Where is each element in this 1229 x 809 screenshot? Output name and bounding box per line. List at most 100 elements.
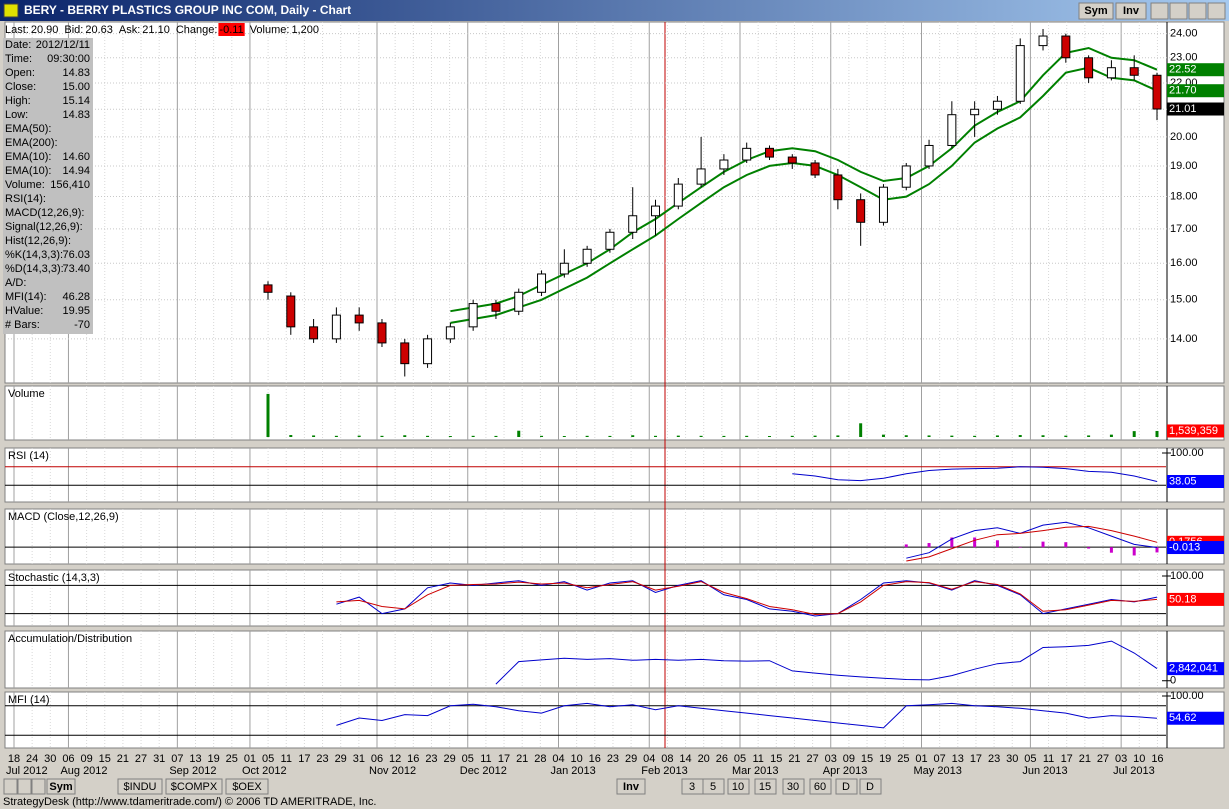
day-label: 01 — [915, 753, 927, 765]
bar — [631, 435, 635, 437]
quote-value: -0.11 — [219, 24, 243, 36]
bar — [266, 393, 270, 437]
nav-button[interactable] — [3, 778, 18, 795]
day-label: 18 — [8, 753, 20, 765]
symbol-tab[interactable] — [165, 778, 223, 795]
close-button[interactable] — [1207, 2, 1226, 20]
restore-button[interactable] — [1150, 2, 1169, 20]
candle-body — [764, 147, 774, 158]
symbol-tab-label[interactable]: $INDU — [123, 781, 156, 793]
symbol-tab[interactable] — [46, 778, 76, 795]
y-tick-label: 100.00 — [1170, 447, 1204, 459]
day-label: 29 — [625, 753, 637, 765]
maximize-button[interactable] — [1188, 2, 1207, 20]
inv-tab-label[interactable]: Inv — [623, 781, 640, 793]
day-label: 27 — [806, 753, 818, 765]
month-label: Apr 2013 — [823, 765, 868, 777]
interval-tab-label[interactable]: 30 — [787, 781, 799, 793]
inv-button-label[interactable]: Inv — [1123, 5, 1140, 17]
symbol-tab-label[interactable]: $COMPX — [171, 781, 218, 793]
month-label: Jul 2013 — [1113, 765, 1155, 777]
interval-tab[interactable] — [859, 778, 882, 795]
value-box — [1167, 662, 1224, 676]
day-label: 16 — [407, 753, 419, 765]
bar — [380, 435, 384, 437]
y-tick-label: 100.00 — [1170, 690, 1204, 702]
candle-body — [1152, 74, 1162, 110]
symbol-tab[interactable] — [225, 778, 269, 795]
bar — [813, 435, 817, 437]
nav-button[interactable] — [31, 778, 46, 795]
day-label: 31 — [153, 753, 165, 765]
day-label: 16 — [589, 753, 601, 765]
month-label: Jul 2012 — [6, 765, 48, 777]
info-label: RSI(14): — [5, 193, 46, 205]
interval-tab[interactable] — [754, 778, 777, 795]
day-label: 05 — [1024, 753, 1036, 765]
line — [906, 521, 1158, 559]
info-value: 2012/12/11 — [36, 39, 90, 51]
month-label: May 2013 — [914, 765, 962, 777]
interval-tab-label[interactable]: 15 — [759, 781, 771, 793]
info-value: -70 — [74, 319, 90, 331]
day-label: 29 — [443, 753, 455, 765]
symbol-tab[interactable] — [117, 778, 163, 795]
interval-tab[interactable] — [727, 778, 750, 795]
panel-background — [4, 630, 1225, 689]
candle-body — [810, 162, 820, 176]
day-label: 07 — [934, 753, 946, 765]
symbol-tab-label[interactable]: Sym — [49, 781, 72, 793]
interval-tab[interactable] — [702, 778, 725, 795]
candle-body — [833, 174, 843, 201]
value-box — [1167, 711, 1224, 725]
interval-tab-label[interactable]: D — [842, 781, 850, 793]
interval-tab-label[interactable]: 10 — [732, 781, 744, 793]
day-label: 05 — [262, 753, 274, 765]
bar — [1064, 435, 1068, 437]
info-label: Volume: — [5, 179, 45, 191]
day-label: 16 — [1151, 753, 1163, 765]
interval-tab[interactable] — [809, 778, 832, 795]
candle-body — [400, 342, 410, 365]
bar — [676, 435, 680, 437]
day-label: 13 — [189, 753, 201, 765]
bar — [767, 436, 771, 437]
candle-body — [628, 215, 638, 233]
interval-tab-label[interactable]: 60 — [814, 781, 826, 793]
candle-body — [331, 314, 341, 340]
candle-body — [651, 205, 661, 217]
info-value: 76.03 — [62, 249, 90, 261]
info-value: 15.00 — [62, 81, 90, 93]
info-label: A/D: — [5, 277, 26, 289]
month-label: Aug 2012 — [60, 765, 107, 777]
bar — [950, 537, 954, 548]
day-label: 21 — [516, 753, 528, 765]
bar — [312, 435, 316, 437]
day-label: 11 — [752, 753, 763, 765]
candle-body — [263, 284, 273, 293]
interval-tab-label[interactable]: 5 — [710, 781, 716, 793]
nav-button[interactable] — [17, 778, 32, 795]
app-icon — [3, 3, 19, 18]
interval-tab[interactable] — [835, 778, 858, 795]
interval-tab-label[interactable]: 3 — [689, 781, 695, 793]
inv-tab[interactable] — [616, 778, 646, 795]
value-box — [1167, 541, 1224, 555]
bar — [585, 435, 589, 437]
quote-label: Bid: — [64, 24, 83, 36]
day-label: 23 — [988, 753, 1000, 765]
info-label: # Bars: — [5, 319, 40, 331]
candle-body — [1015, 45, 1025, 102]
minimize-button[interactable] — [1169, 2, 1188, 20]
candle-body — [514, 291, 524, 312]
symbol-tab-label[interactable]: $OEX — [232, 781, 262, 793]
panel-background — [4, 691, 1225, 749]
sym-button[interactable] — [1078, 2, 1114, 20]
day-label: 26 — [716, 753, 728, 765]
sym-button-label[interactable]: Sym — [1084, 5, 1107, 17]
interval-tab-label[interactable]: D — [866, 781, 874, 793]
candle-body — [1038, 35, 1048, 47]
bar — [1018, 547, 1022, 548]
inv-button[interactable] — [1115, 2, 1147, 20]
interval-tab[interactable] — [782, 778, 805, 795]
